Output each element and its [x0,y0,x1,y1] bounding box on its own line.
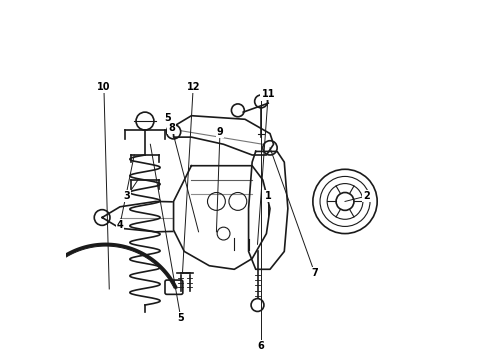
Text: 10: 10 [97,82,111,92]
Polygon shape [173,166,270,269]
Polygon shape [248,152,288,269]
Polygon shape [173,116,273,155]
Text: 12: 12 [187,82,200,92]
Text: 6: 6 [258,341,265,351]
Text: 2: 2 [363,191,370,201]
Text: 8: 8 [169,123,175,133]
Text: 11: 11 [262,89,275,99]
Text: 5: 5 [177,312,184,323]
Text: 9: 9 [217,127,223,137]
Text: 5: 5 [165,113,172,123]
Text: 4: 4 [117,220,123,230]
Text: 1: 1 [265,191,271,201]
Text: 3: 3 [124,191,130,201]
Text: 7: 7 [311,268,318,278]
